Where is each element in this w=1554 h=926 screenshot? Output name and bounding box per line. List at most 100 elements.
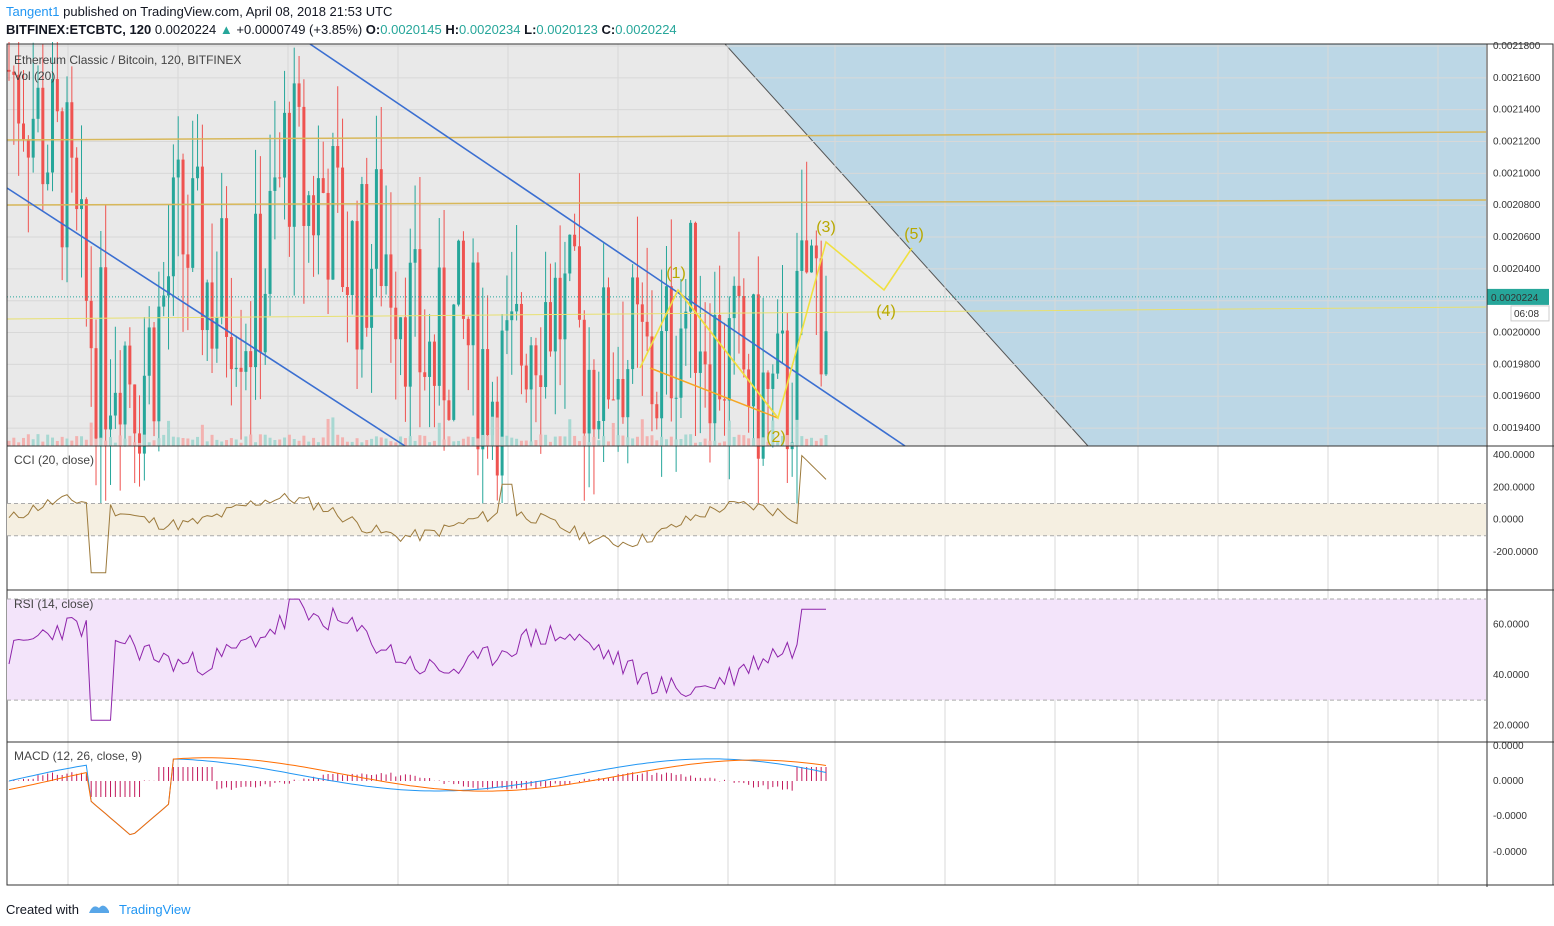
high-value: 0.0020234 [459,22,521,37]
volume-bar [374,436,378,446]
chart-area[interactable]: 0.0021800 0.0021600 0.0021400 0.0021200 0.00… [0,42,1554,890]
volume-bar [718,442,722,446]
rsi-tick-label: 40.0000 [1493,670,1530,681]
volume-bar [505,435,509,446]
candle-body [321,178,325,193]
volume-bar [515,438,519,446]
candle-body [374,169,378,269]
candle-body [273,177,277,191]
price-tick-label: 0.0020400 [1493,264,1541,275]
candle-body [655,404,659,419]
candle-body [162,295,166,307]
volume-bar [75,436,79,446]
candle-body [239,367,243,372]
candle-body [476,262,480,450]
candle-body [544,302,548,388]
candle-body [645,321,649,337]
candle-body [761,372,765,459]
candle-body [123,345,127,425]
cci-tick-label: 0.0000 [1493,515,1524,526]
candle-body [611,399,615,401]
tradingview-link[interactable]: TradingView [118,902,191,917]
candle-body [258,213,262,353]
volume-bar [650,435,654,446]
candle-body [31,118,35,158]
volume-bar [660,436,664,446]
candle-body [679,328,683,398]
cci-tick-label: 400.0000 [1493,450,1535,461]
candle-body [693,222,697,373]
volume-bar [118,435,122,446]
candle-body [167,276,171,296]
candle-body [278,177,282,179]
volume-bar [771,420,775,446]
volume-bar [65,438,69,446]
volume-bar [200,424,204,446]
candle-body [563,273,567,340]
wave-label: (1) [666,265,686,282]
wedge-line-lower [649,367,779,419]
volume-bar [147,442,151,446]
price-change: +0.0000749 (+3.85%) [236,22,363,37]
volume-bar [326,418,330,446]
candle-body [408,262,412,387]
candle-body [592,369,596,430]
volume-bar [384,438,388,446]
volume-bar [747,438,751,446]
volume-bar [268,437,272,446]
price-tick-label: 0.0019600 [1493,391,1541,402]
volume-bar [205,441,209,446]
candle-body [350,221,354,295]
low-label: L: [524,22,537,37]
volume-bar [389,441,393,446]
volume-bar [99,437,103,446]
candle-body [196,166,200,179]
candle-body [766,372,770,389]
volume-bar [345,441,349,446]
channel-line-upper [309,43,906,447]
candle-body [500,330,504,476]
symbol-label: BITFINEX:ETCBTC, 120 [6,22,152,37]
wave-label: (2) [766,429,786,446]
volume-bar [587,442,591,446]
candle-body [26,139,30,158]
candle-body [268,190,272,294]
volume-bar [307,441,311,446]
candle-body [505,320,509,331]
volume-bar [457,440,461,446]
candle-body [466,318,470,346]
volume-bar [626,437,630,446]
candle-body [428,341,432,377]
volume-bar [17,442,21,446]
candle-body [51,79,55,173]
volume-bar [258,434,262,446]
wave-label: (5) [904,226,924,243]
price-tick-label: 0.0020800 [1493,200,1541,211]
last-price-tag [1487,288,1549,305]
candle-body [660,331,664,419]
elliott-wave-path [639,240,913,420]
volume-bar [510,437,514,446]
volume-bar [674,439,678,446]
rsi-line [8,598,826,721]
volume-bar [210,434,214,446]
candle-body [181,159,185,255]
volume-bar [7,440,11,446]
volume-bar [684,434,688,446]
channel-line-lower [6,187,406,447]
volume-bar [12,437,16,446]
volume-bar [776,442,780,446]
author-link[interactable]: Tangent1 [6,4,60,19]
volume-bar [481,434,485,446]
candle-body [631,277,635,370]
candle-body [205,282,209,331]
volume-bar [592,436,596,446]
candle-body [133,384,137,434]
candle-body [626,369,630,418]
volume-bar [234,439,238,446]
candle-body [283,112,287,178]
volume-bar [432,440,436,446]
candle-body [529,345,533,390]
cci-tick-label: 200.0000 [1493,482,1535,493]
volume-bar [597,440,601,446]
